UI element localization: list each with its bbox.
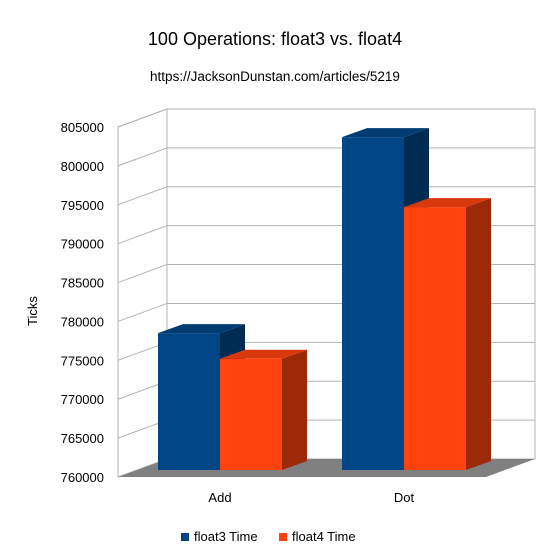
bars bbox=[158, 128, 491, 470]
gridline-805000 bbox=[117, 108, 535, 128]
legend-swatch-float3 bbox=[181, 533, 189, 541]
x-tick-label-dot: Dot bbox=[394, 490, 415, 505]
bar-top bbox=[158, 324, 245, 334]
bar-float4-dot bbox=[404, 198, 491, 470]
x-tick-labels: Add Dot bbox=[208, 490, 414, 505]
bar-front bbox=[158, 333, 220, 470]
legend-label-float4: float4 Time bbox=[292, 529, 356, 544]
y-axis-label: Ticks bbox=[25, 296, 40, 326]
chart-title: 100 Operations: float3 vs. float4 bbox=[148, 29, 402, 49]
legend-swatch-float4 bbox=[279, 533, 287, 541]
y-tick-label-760000: 760000 bbox=[61, 470, 104, 485]
y-tick-label-795000: 795000 bbox=[61, 198, 104, 213]
legend-label-float3: float3 Time bbox=[194, 529, 258, 544]
y-tick-label-780000: 780000 bbox=[61, 314, 104, 329]
y-tick-label-770000: 770000 bbox=[61, 392, 104, 407]
bar-side bbox=[466, 198, 491, 470]
chart-subtitle: https://JacksonDunstan.com/articles/5219 bbox=[150, 69, 400, 84]
y-tick-label-765000: 765000 bbox=[61, 431, 104, 446]
bar-top bbox=[220, 349, 307, 359]
legend: float3 Time float4 Time bbox=[181, 529, 356, 544]
bar-float4-add bbox=[220, 349, 307, 470]
y-tick-label-775000: 775000 bbox=[61, 353, 104, 368]
y-tick-labels: 760000 765000 770000 775000 780000 785000 7900… bbox=[61, 120, 104, 485]
bar-side bbox=[282, 349, 307, 470]
bar-top bbox=[404, 198, 491, 208]
bar-front bbox=[404, 207, 466, 470]
y-tick-label-800000: 800000 bbox=[61, 159, 104, 174]
y-tick-label-785000: 785000 bbox=[61, 276, 104, 291]
bar-front bbox=[220, 358, 282, 470]
bar-front bbox=[342, 137, 404, 470]
y-tick-label-790000: 790000 bbox=[61, 237, 104, 252]
y-tick-label-805000: 805000 bbox=[61, 120, 104, 135]
bar-top bbox=[342, 128, 429, 138]
x-tick-label-add: Add bbox=[208, 490, 231, 505]
